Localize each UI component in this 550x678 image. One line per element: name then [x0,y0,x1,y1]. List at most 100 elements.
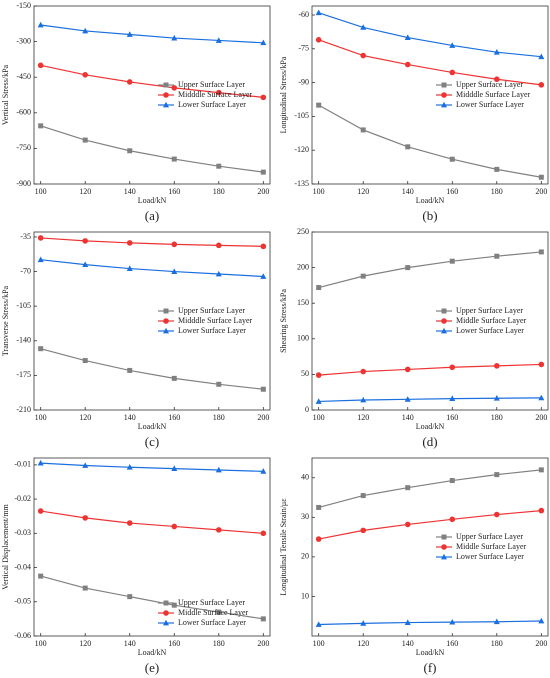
marker [316,102,322,108]
marker [316,285,322,291]
marker [171,241,178,248]
legend-label: Lower Surface Layer [456,100,524,109]
plot-frame [311,457,549,637]
marker [493,511,500,518]
x-tick-label: 160 [446,639,458,648]
series-line [40,125,264,173]
marker [441,82,447,88]
y-axis-label: Vertical Displacement/mm [1,503,10,589]
plot-frame [33,231,271,411]
marker [441,327,447,334]
marker [493,363,500,369]
marker [163,610,169,616]
y-tick-label: -150 [16,1,31,10]
marker [449,156,455,162]
marker [38,573,44,579]
y-tick-label: -140 [16,336,31,345]
marker [260,468,267,474]
legend-label: Upper Surface Layer [178,80,245,89]
legend-label: Midddle Surface Layer [456,90,531,99]
caption: (e) [145,660,159,675]
marker [449,516,456,523]
marker [449,364,456,371]
marker [405,144,411,150]
x-tick-label: 180 [491,187,503,196]
series-line [318,363,542,376]
marker [449,478,455,484]
marker [260,530,267,537]
marker [441,101,447,108]
marker [360,273,366,279]
y-tick-label: 30 [301,512,309,521]
y-tick-label: 250 [297,227,309,236]
marker [260,616,266,622]
x-tick-label: 100 [313,187,325,196]
marker [360,396,367,403]
marker [538,53,545,60]
marker [171,34,178,41]
marker [127,367,133,373]
y-tick-label: -900 [16,179,31,188]
marker [127,594,133,600]
marker [538,82,545,88]
legend-label: Midddle Surface Layer [178,90,253,99]
y-tick-label: 0 [305,405,309,414]
series-line [318,104,542,178]
marker [449,42,456,48]
series-line [318,251,542,289]
caption: (c) [145,434,159,449]
y-tick-label: 100 [297,334,309,343]
marker [37,256,44,263]
x-tick-label: 100 [35,187,47,196]
x-tick-label: 180 [491,639,503,648]
x-tick-label: 180 [213,639,225,648]
legend-label: Upper Surface Layer [456,80,523,89]
y-tick-label: -135 [294,179,309,188]
y-axis-label: Vertical Stress/kPa [1,64,10,125]
x-tick-label: 200 [257,187,269,196]
marker [538,507,545,514]
y-tick-label: -0.04 [14,562,31,571]
marker [171,375,177,381]
plot-frame [33,457,271,637]
marker [538,361,545,368]
marker [215,242,222,249]
marker [215,527,222,533]
marker [449,258,455,264]
legend-label: Middle Surface Layer [456,316,527,325]
marker [404,521,411,528]
series-line [40,64,264,98]
x-axis-label: Load/kN [138,196,167,205]
marker [315,398,322,404]
caption: (d) [422,434,437,449]
x-tick-label: 180 [491,413,503,422]
y-tick-label: -0.02 [14,494,31,503]
x-tick-label: 200 [257,413,269,422]
marker [171,523,178,530]
marker [82,462,89,468]
y-tick-label: -120 [294,145,309,154]
series-line [40,575,264,620]
x-tick-label: 140 [402,413,414,422]
marker [404,61,411,68]
marker [215,270,222,277]
marker [315,621,322,627]
y-tick-label: -35 [20,232,31,241]
x-tick-label: 140 [402,187,414,196]
legend-label: Lower Surface Layer [178,618,246,627]
y-axis-label: Longitudinal Tensile Strain/με [279,498,288,596]
y-tick-label: 50 [301,369,309,378]
marker [163,600,169,606]
marker [494,166,500,172]
y-tick-label: 10 [301,591,309,600]
y-axis-label: Longitudinal Stress/kPa [279,56,288,133]
y-axis-label: Transverse Stress/kPa [1,285,10,356]
marker [260,169,266,175]
marker [360,52,367,59]
x-axis-label: Load/kN [416,648,445,657]
marker [38,123,44,129]
legend-label: Middle Surface Layer [456,542,527,551]
x-tick-label: 100 [35,639,47,648]
marker [163,619,169,626]
marker [37,459,44,466]
